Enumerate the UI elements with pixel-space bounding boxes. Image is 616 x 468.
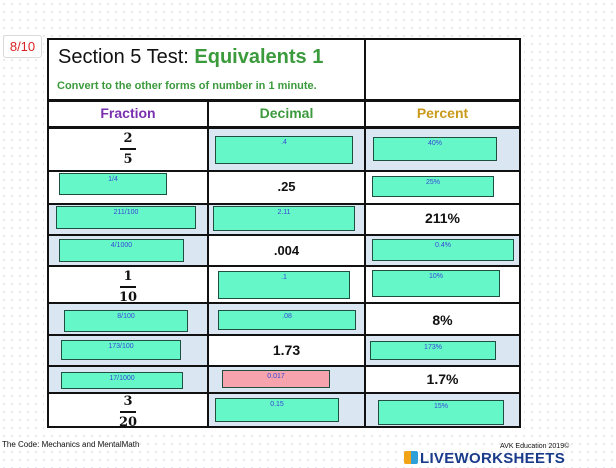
percent-answer-input[interactable]: 15%	[378, 400, 504, 425]
footer-copyright: AVK Education 2019©	[500, 443, 570, 450]
fraction-answer-input[interactable]: 8/100	[64, 310, 188, 332]
decimal-given: .25	[277, 179, 296, 194]
percent-answer-input[interactable]: 40%	[373, 137, 497, 161]
divider	[47, 265, 521, 267]
divider	[47, 302, 521, 304]
decimal-answer-input[interactable]: .08	[218, 310, 356, 330]
header-fraction: Fraction	[100, 105, 156, 121]
percent-answer-input[interactable]: 173%	[370, 341, 496, 360]
fraction-given: 1 10	[118, 269, 138, 305]
decimal-answer-input[interactable]: .4	[215, 136, 353, 164]
percent-answer-input[interactable]: 0.4%	[372, 239, 514, 261]
percent-given: 8%	[432, 312, 453, 328]
decimal-answer-input-incorrect[interactable]: 0.017	[222, 370, 330, 388]
worksheet: Section 5 Test: Equivalents 1 Convert to…	[44, 38, 524, 430]
worksheet-instructions: Convert to the other forms of number in …	[57, 80, 317, 92]
divider	[207, 100, 209, 427]
percent-given: 1.7%	[426, 371, 459, 387]
divider	[47, 170, 521, 172]
divider	[47, 203, 521, 205]
fraction-answer-input[interactable]: 17/1000	[61, 372, 183, 389]
divider	[47, 365, 521, 367]
divider	[47, 334, 521, 336]
decimal-answer-input[interactable]: .1	[218, 271, 350, 299]
liveworksheets-icon	[404, 451, 418, 464]
row-bg	[49, 129, 207, 170]
fraction-answer-input[interactable]: 211/100	[56, 206, 196, 229]
divider	[364, 38, 366, 427]
table-border	[47, 38, 521, 428]
divider	[47, 234, 521, 236]
percent-given: 211%	[424, 210, 461, 226]
liveworksheets-logo[interactable]: LIVEWORKSHEETS	[404, 450, 565, 467]
fraction-answer-input[interactable]: 4/1000	[59, 239, 184, 262]
decimal-answer-input[interactable]: 0.15	[215, 398, 339, 422]
score-badge: 8/10	[3, 35, 42, 58]
header-decimal: Decimal	[259, 105, 314, 121]
fraction-answer-input[interactable]: 1/4	[59, 173, 167, 195]
divider	[47, 126, 521, 129]
worksheet-title: Section 5 Test: Equivalents 1	[58, 46, 324, 68]
decimal-given: 1.73	[272, 342, 301, 358]
fraction-answer-input[interactable]: 173/100	[61, 340, 181, 360]
percent-answer-input[interactable]: 10%	[372, 270, 500, 297]
decimal-given: .004	[273, 243, 300, 258]
fraction-given: 3 20	[118, 394, 138, 430]
divider	[47, 392, 521, 394]
divider	[47, 99, 521, 102]
header-percent: Percent	[416, 105, 469, 121]
decimal-answer-input[interactable]: 2.11	[213, 206, 355, 231]
footer-credit: The Code: Mechanics and MentalMath	[2, 440, 140, 449]
percent-answer-input[interactable]: 25%	[372, 176, 494, 197]
